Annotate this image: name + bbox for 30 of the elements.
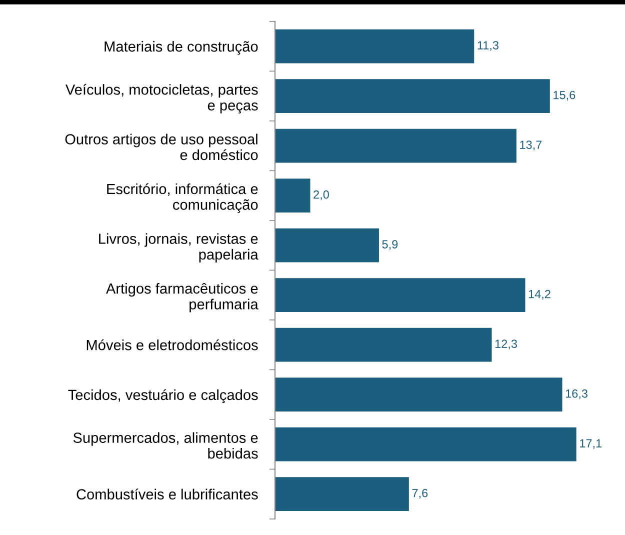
data-label: 2,0 [314, 190, 329, 200]
data-label: 5,9 [382, 240, 398, 250]
data-label: 15,6 [554, 90, 576, 101]
data-label: 7,6 [412, 488, 428, 499]
bar [275, 79, 550, 113]
data-label: 14,2 [528, 290, 550, 300]
data-label: 16,3 [566, 389, 588, 400]
y-tick-label: Supermercados, alimentos e bebidas [73, 432, 258, 459]
bar [275, 328, 492, 362]
y-tick-label: Outros artigos de uso pessoal e doméstico [65, 134, 258, 160]
y-tick-label: Móveis e eletrodomésticos [86, 339, 258, 350]
y-tick-label: Livros, jornais, revistas e papelaria [99, 233, 258, 263]
y-tick-label: Tecidos, vestuário e calçados [68, 389, 258, 404]
bar [275, 427, 576, 462]
y-tick-label: Veículos, motocicletas, partes e peças [65, 84, 258, 114]
y-tick-label: Escritório, informática e comunicação [107, 183, 258, 213]
y-tick-label: Artigos farmacêuticos e perfumaria [106, 282, 258, 312]
bar [275, 278, 526, 312]
bar [275, 29, 474, 64]
y-tick-label: Materiais de construção [104, 40, 258, 55]
data-label: 12,3 [495, 340, 517, 350]
data-label: 13,7 [520, 140, 542, 150]
bar [275, 378, 562, 412]
bar [275, 178, 310, 212]
data-label: 11,3 [478, 41, 498, 51]
bar [275, 477, 409, 511]
bar [275, 128, 516, 163]
y-tick-label: Combustíveis e lubrificantes [76, 488, 258, 500]
data-label: 17,1 [580, 439, 602, 449]
bar [275, 228, 379, 262]
